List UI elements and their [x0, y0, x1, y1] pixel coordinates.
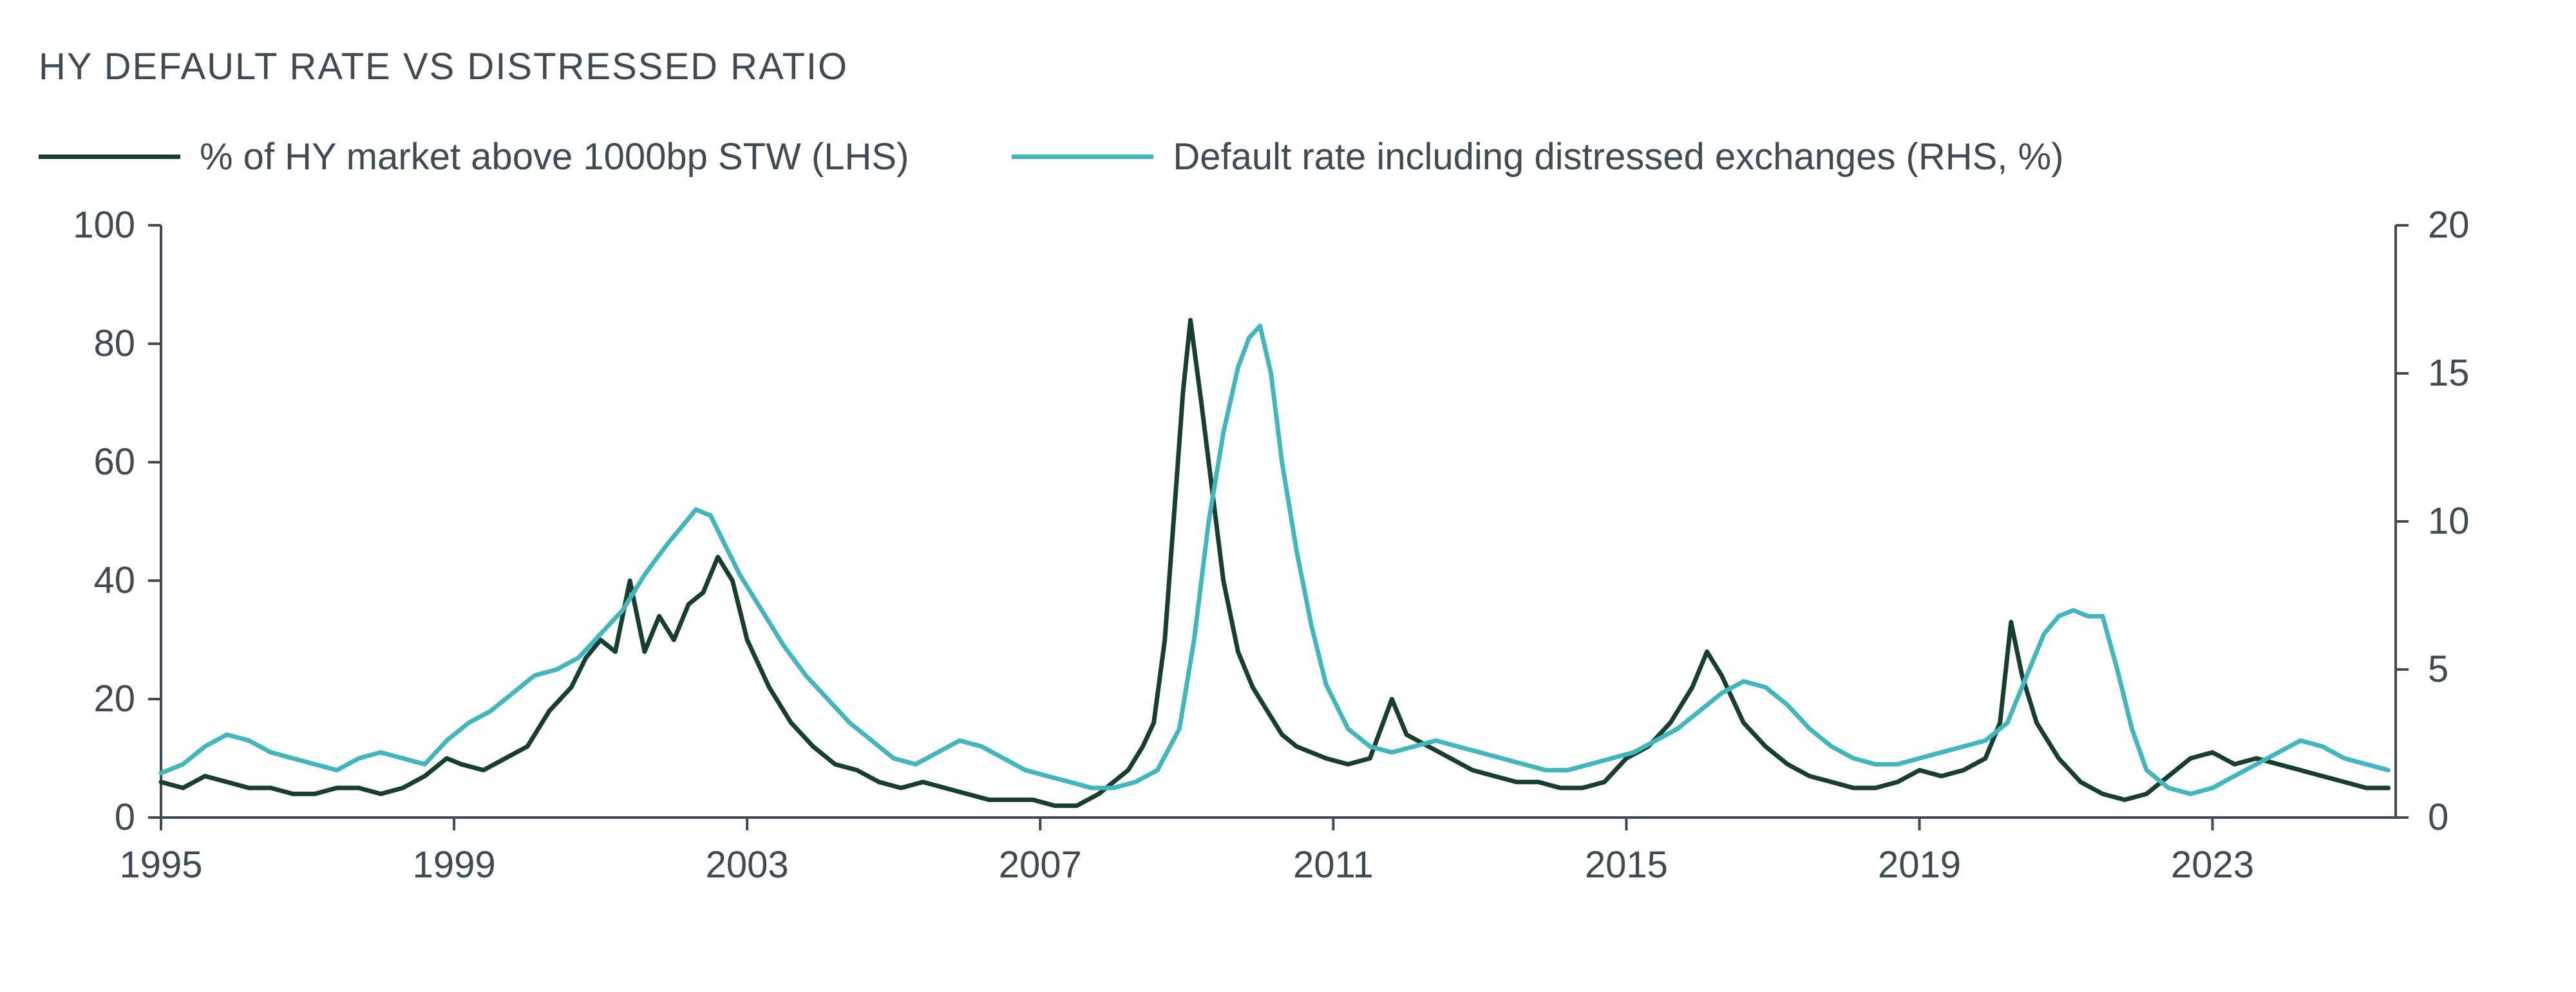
x-label: 2007 — [999, 843, 1082, 886]
legend-label-2: Default rate including distressed exchan… — [1173, 135, 2063, 178]
y-left-label: 60 — [26, 440, 135, 483]
y-right-label: 10 — [2428, 500, 2470, 543]
plot-svg — [161, 225, 2396, 818]
y-right-label: 0 — [2428, 796, 2448, 839]
x-label: 2015 — [1585, 843, 1668, 886]
legend-label-1: % of HY market above 1000bp STW (LHS) — [200, 135, 909, 178]
x-label: 2011 — [1293, 843, 1374, 886]
chart-title: HY DEFAULT RATE VS DISTRESSED RATIO — [39, 45, 848, 88]
legend-item-1: % of HY market above 1000bp STW (LHS) — [39, 135, 909, 178]
y-left-label: 40 — [26, 559, 135, 602]
x-label: 1995 — [119, 843, 202, 886]
plot-area: 0204060801000510152019951999200320072011… — [161, 225, 2396, 818]
y-right-label: 20 — [2428, 203, 2470, 247]
x-label: 2019 — [1878, 843, 1961, 886]
y-left-label: 100 — [26, 203, 135, 247]
chart-frame: HY DEFAULT RATE VS DISTRESSED RATIO % of… — [0, 0, 2576, 992]
y-left-label: 20 — [26, 677, 135, 720]
x-label: 2023 — [2171, 843, 2254, 886]
y-left-label: 0 — [26, 796, 135, 839]
legend-swatch-2 — [1012, 154, 1153, 159]
legend: % of HY market above 1000bp STW (LHS) De… — [39, 135, 2063, 178]
y-right-label: 5 — [2428, 648, 2448, 691]
x-label: 1999 — [413, 843, 496, 886]
y-right-label: 15 — [2428, 351, 2470, 395]
y-left-label: 80 — [26, 322, 135, 365]
x-label: 2003 — [706, 843, 789, 886]
legend-item-2: Default rate including distressed exchan… — [1012, 135, 2063, 178]
legend-swatch-1 — [39, 154, 180, 159]
